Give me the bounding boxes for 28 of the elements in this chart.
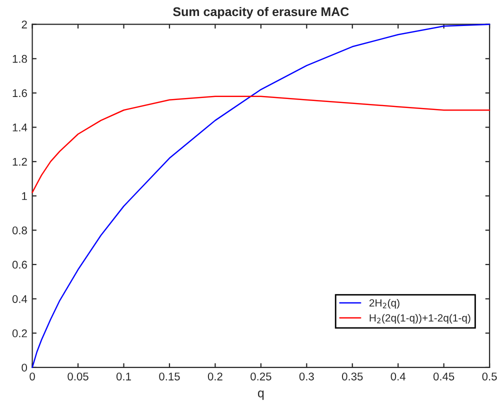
- x-tick-label: 0.45: [433, 372, 454, 380]
- line-series: [32, 24, 490, 368]
- y-tick-label: 0.8: [12, 226, 27, 234]
- x-tick-label: 0.5: [482, 372, 497, 380]
- y-tick-label: 1.8: [12, 54, 27, 63]
- y-tick-label: 0.6: [12, 260, 27, 269]
- line-series: [32, 96, 490, 194]
- x-tick-label: 0: [30, 372, 35, 380]
- y-tick-label: 1.4: [12, 124, 28, 132]
- x-tick-label: 0.2: [208, 372, 222, 380]
- chart-title: Sum capacity of erasure MAC: [173, 6, 349, 19]
- y-tick-label: 1.2: [12, 158, 27, 166]
- x-tick-label: 0.4: [390, 372, 406, 380]
- x-axis-title: q: [258, 390, 264, 400]
- y-tick-label: 0.2: [12, 329, 27, 338]
- y-tick-label: 0.4: [12, 295, 28, 303]
- x-tick-label: 0.35: [342, 372, 363, 380]
- y-tick-label: 1: [22, 192, 27, 200]
- x-tick-label: 0.05: [68, 372, 88, 380]
- x-tick-label: 0.1: [116, 372, 131, 380]
- x-tick-label: 0.3: [299, 372, 314, 380]
- legend-label: 2H$_{2}$(q): [369, 298, 400, 309]
- legend-label: H$_{2}$(2q(1-q))+1-2q(1-q): [370, 314, 470, 324]
- y-tick-label: 2: [22, 20, 27, 28]
- x-tick-label: 0.25: [250, 372, 272, 380]
- x-tick-label: 0.15: [159, 372, 180, 380]
- y-tick-label: 0: [22, 364, 28, 372]
- y-tick-label: 1.6: [12, 89, 27, 98]
